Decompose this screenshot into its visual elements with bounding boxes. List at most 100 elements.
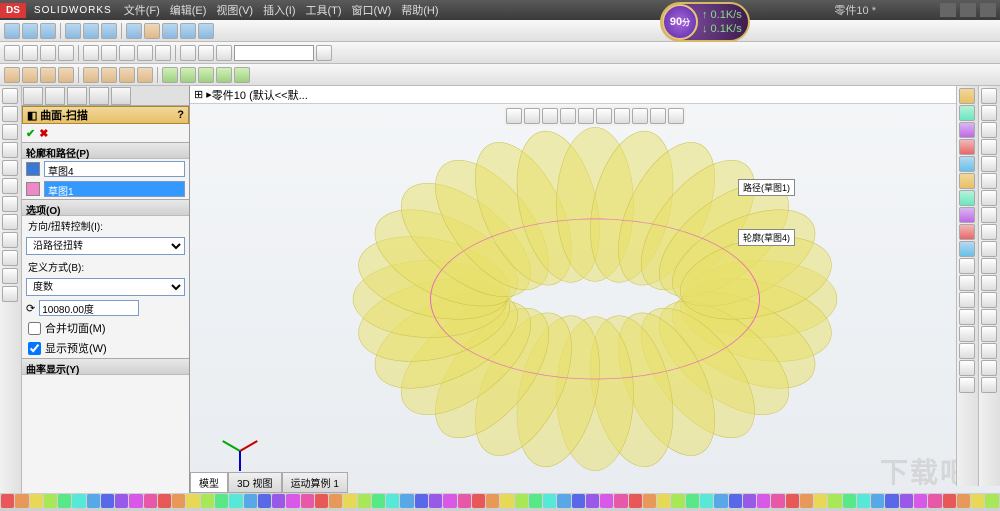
tb-icon[interactable]: [101, 45, 117, 61]
bb-icon[interactable]: [828, 494, 841, 508]
tb-icon[interactable]: [216, 45, 232, 61]
orientation-triad[interactable]: [220, 431, 260, 471]
rt-icon[interactable]: [981, 326, 997, 342]
open-icon[interactable]: [22, 23, 38, 39]
bb-icon[interactable]: [700, 494, 713, 508]
bb-icon[interactable]: [786, 494, 799, 508]
lt-icon[interactable]: [2, 214, 18, 230]
bb-icon[interactable]: [643, 494, 656, 508]
rt-icon[interactable]: [959, 275, 975, 291]
undo-icon[interactable]: [83, 23, 99, 39]
rt-icon[interactable]: [959, 326, 975, 342]
bb-icon[interactable]: [928, 494, 941, 508]
bb-icon[interactable]: [515, 494, 528, 508]
select-icon[interactable]: [126, 23, 142, 39]
menu-window[interactable]: 窗口(W): [348, 0, 396, 20]
bb-icon[interactable]: [971, 494, 984, 508]
redo-icon[interactable]: [101, 23, 117, 39]
rt-icon[interactable]: [959, 241, 975, 257]
rt-icon[interactable]: [981, 139, 997, 155]
ok-icon[interactable]: ✔: [26, 127, 35, 140]
rt-icon[interactable]: [981, 360, 997, 376]
rt-icon[interactable]: [981, 190, 997, 206]
bb-icon[interactable]: [943, 494, 956, 508]
tb-icon[interactable]: [83, 45, 99, 61]
tb-combo[interactable]: [234, 45, 314, 61]
rt-icon[interactable]: [981, 241, 997, 257]
menu-tools[interactable]: 工具(T): [301, 0, 345, 20]
bb-icon[interactable]: [172, 494, 185, 508]
tb-icon[interactable]: [4, 45, 20, 61]
preview-checkbox[interactable]: [28, 342, 41, 355]
bb-icon[interactable]: [714, 494, 727, 508]
graphics-viewport[interactable]: ⊞ ▸ 零件10 (默认<<默... ✔ ✖ 路径(草图1) 轮廓(草图4): [190, 86, 1000, 511]
bb-icon[interactable]: [586, 494, 599, 508]
bb-icon[interactable]: [472, 494, 485, 508]
pm-tab-dim[interactable]: [89, 87, 109, 105]
bb-icon[interactable]: [743, 494, 756, 508]
tb-icon[interactable]: [119, 45, 135, 61]
rt-icon[interactable]: [959, 207, 975, 223]
rt-icon[interactable]: [981, 309, 997, 325]
lt-icon[interactable]: [2, 232, 18, 248]
tb-icon[interactable]: [198, 45, 214, 61]
bb-icon[interactable]: [101, 494, 114, 508]
bb-icon[interactable]: [657, 494, 670, 508]
bb-icon[interactable]: [272, 494, 285, 508]
menu-insert[interactable]: 插入(I): [259, 0, 299, 20]
bb-icon[interactable]: [458, 494, 471, 508]
revolve-icon[interactable]: [22, 67, 38, 83]
pm-tab-display[interactable]: [111, 87, 131, 105]
pattern-icon[interactable]: [162, 67, 178, 83]
rt-icon[interactable]: [981, 105, 997, 121]
twist-combo[interactable]: 沿路径扭转: [26, 237, 185, 255]
bb-icon[interactable]: [572, 494, 585, 508]
bb-icon[interactable]: [671, 494, 684, 508]
close-button[interactable]: [980, 3, 996, 17]
tb-icon[interactable]: [180, 23, 196, 39]
bb-icon[interactable]: [729, 494, 742, 508]
bb-icon[interactable]: [301, 494, 314, 508]
rt-icon[interactable]: [981, 292, 997, 308]
bb-icon[interactable]: [329, 494, 342, 508]
minimize-button[interactable]: [940, 3, 956, 17]
bb-icon[interactable]: [72, 494, 85, 508]
lt-icon[interactable]: [2, 160, 18, 176]
bb-icon[interactable]: [543, 494, 556, 508]
bb-icon[interactable]: [957, 494, 970, 508]
lt-icon[interactable]: [2, 124, 18, 140]
bb-icon[interactable]: [158, 494, 171, 508]
rt-icon[interactable]: [959, 190, 975, 206]
rt-icon[interactable]: [959, 292, 975, 308]
rt-icon[interactable]: [959, 122, 975, 138]
lt-icon[interactable]: [2, 106, 18, 122]
tab-model[interactable]: 模型: [190, 472, 228, 493]
rt-icon[interactable]: [981, 343, 997, 359]
tb-icon[interactable]: [58, 45, 74, 61]
profile-field[interactable]: 草图4: [44, 161, 185, 177]
tb-icon[interactable]: [40, 45, 56, 61]
rt-icon[interactable]: [959, 224, 975, 240]
pm-section-options[interactable]: 选项(O): [22, 200, 189, 216]
bb-icon[interactable]: [115, 494, 128, 508]
pm-section-curvature[interactable]: 曲率显示(Y): [22, 359, 189, 375]
bb-icon[interactable]: [486, 494, 499, 508]
rt-icon[interactable]: [959, 88, 975, 104]
tab-3dview[interactable]: 3D 视图: [228, 472, 282, 493]
bb-icon[interactable]: [58, 494, 71, 508]
rt-icon[interactable]: [959, 258, 975, 274]
rib-icon[interactable]: [198, 67, 214, 83]
bb-icon[interactable]: [500, 494, 513, 508]
fillet-icon[interactable]: [119, 67, 135, 83]
rt-icon[interactable]: [981, 275, 997, 291]
bb-icon[interactable]: [885, 494, 898, 508]
bb-icon[interactable]: [415, 494, 428, 508]
lt-icon[interactable]: [2, 88, 18, 104]
bb-icon[interactable]: [985, 494, 998, 508]
bb-icon[interactable]: [87, 494, 100, 508]
degrees-input[interactable]: [39, 300, 139, 316]
bb-icon[interactable]: [144, 494, 157, 508]
options-icon[interactable]: [162, 23, 178, 39]
rt-icon[interactable]: [981, 156, 997, 172]
bb-icon[interactable]: [900, 494, 913, 508]
